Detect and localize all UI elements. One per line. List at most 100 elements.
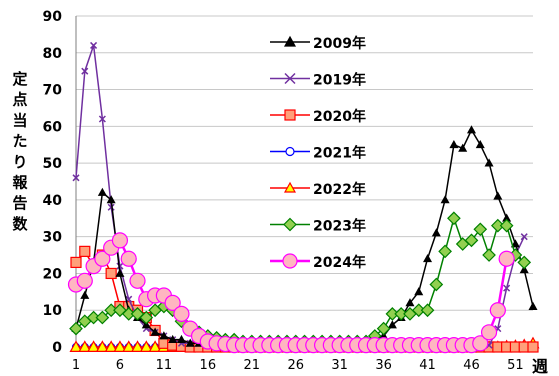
x-tick-label-46: 46 [463,358,480,373]
series-2023-point [499,218,514,233]
x-tick-label-21: 21 [243,358,260,373]
series-2019-point [503,284,511,292]
series-2024-point [76,272,93,289]
series-2009-point [176,334,186,344]
y-tick-label-40: 40 [43,193,63,209]
series-2009-point [115,268,125,277]
legend-item-2022-label: 2022年 [313,181,366,198]
series-2009-point [475,139,485,149]
legend-item-2019-label: 2019年 [313,72,366,89]
y-axis-label-char: 当 [12,111,27,129]
series-2024 [67,232,515,354]
series-2009-point [510,239,520,248]
series-2019-point [90,41,98,49]
series-2009-point [440,195,450,204]
series-2019-point [520,233,528,241]
series-2009-point [387,320,397,329]
series-2020-point [70,256,82,269]
series-2022-point [113,340,127,352]
series-2022-point [139,340,153,352]
series-2019-point [107,203,115,211]
series-2023-point [429,277,444,292]
x-tick-labels: 1 6 11 16 21 26 31 36 41 46 51 [72,358,524,373]
gridlines [76,15,533,311]
y-axis-label-char: 定 [12,70,27,88]
series-2020-point [79,245,91,257]
legend-item-2024-label: 2024年 [313,254,366,271]
series-2009-point [519,265,529,274]
legend-item-2023-label: 2023年 [313,218,366,235]
series-2024-point [472,335,489,352]
series-2024-point [94,250,111,267]
y-tick-label-60: 60 [43,119,63,135]
series-2024-point [498,250,515,267]
series-2009-point [80,290,90,299]
x-tick-label-6: 6 [116,358,124,373]
y-tick-label-50: 50 [43,156,63,172]
series-2024-point [173,305,190,322]
series-2009-point [159,331,169,340]
series-2024-point [164,294,181,311]
legend-item-2024: 2024年 [270,253,366,271]
y-tick-label-70: 70 [43,83,63,99]
y-axis-label-char: 点 [12,91,27,109]
series-group [67,41,540,354]
series-2019-point [81,67,89,75]
series-2009-point [168,334,178,344]
series-2009-point [150,327,160,336]
x-tick-label-11: 11 [156,358,173,373]
x-tick-label-26: 26 [287,358,304,373]
series-2024-point [129,272,146,289]
series-2009-point [185,338,195,347]
y-tick-label-30: 30 [43,230,63,246]
series-2024-point [120,250,137,267]
series-2009-point [423,253,433,263]
series-2009-point [414,287,424,296]
series-2022-point [130,340,145,352]
series-2024-point [489,302,506,319]
series-2022-point [69,340,83,352]
legend-item-2019-marker [284,72,296,85]
x-tick-label-31: 31 [331,358,348,373]
legend: 2009年 2019年 2020年 2021年 2022年 2023年 2024年 [270,35,366,271]
series-2023-point [139,310,154,325]
series-2009-point [528,301,538,310]
series-2022-point [87,340,101,352]
legend-item-2022: 2022年 [270,181,366,198]
x-tick-label-36: 36 [375,358,392,373]
series-2009-point [466,125,477,134]
series-2009-point [141,320,151,329]
series-2009-point [405,298,415,307]
legend-item-2021-marker [285,146,295,157]
legend-item-2009: 2009年 [270,35,366,52]
series-2019-point [116,262,124,270]
y-tick-label-80: 80 [43,46,63,62]
y-axis-label: 定点当たり報告数 [12,70,28,233]
series-2009-point [458,143,468,152]
series-2024-point [111,232,129,249]
y-tick-label-0: 0 [52,340,62,356]
legend-item-2021: 2021年 [270,145,366,162]
series-2020-point [105,267,117,280]
series-2023-point [482,248,496,262]
series-2023-point [376,321,391,336]
y-tick-labels: 0 10 20 30 40 50 60 70 80 90 [43,9,63,356]
y-axis-label-char: り [12,153,27,171]
series-2023-point [69,321,83,336]
y-tick-label-10: 10 [43,303,63,319]
legend-item-2021-label: 2021年 [313,145,366,162]
y-axis-label-char: 報 [12,174,28,192]
series-2009-point [106,195,116,204]
series-2023-point [464,233,479,248]
series-2022-point [104,340,118,352]
y-tick-label-20: 20 [43,266,63,282]
legend-item-2020-marker [284,109,296,121]
series-2009-point [431,228,441,237]
series-2020-point [527,341,539,353]
x-axis-label: 週 [532,357,548,376]
legend-item-2020: 2020年 [270,108,366,125]
series-2023-point [95,310,110,325]
legend-item-2024-marker [282,253,298,269]
series-2023-point [438,244,452,259]
